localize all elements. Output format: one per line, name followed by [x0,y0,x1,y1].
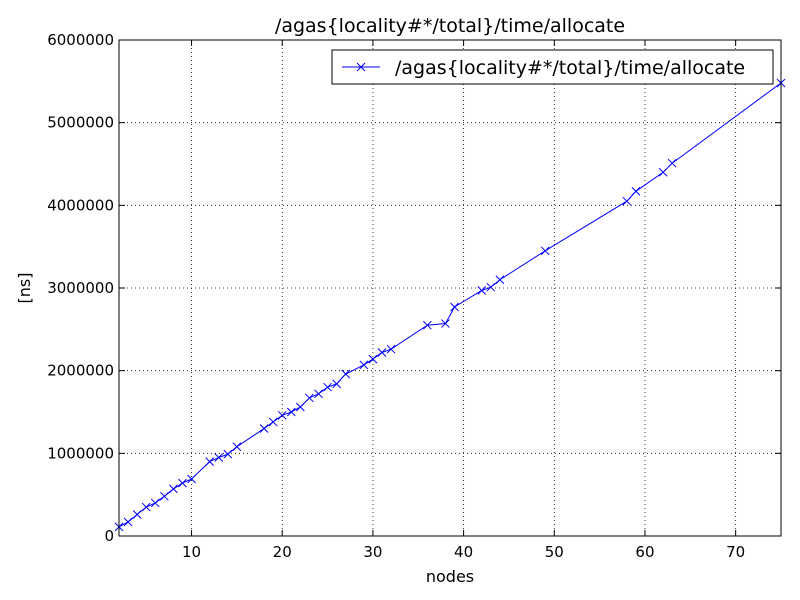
y-axis-label: [ns] [15,273,34,304]
data-point [359,360,369,370]
y-tick-label: 2000000 [47,362,114,380]
data-point [132,510,142,519]
data-point [277,410,287,420]
data-point [268,417,278,427]
data-point [658,167,668,177]
data-point [205,457,215,466]
chart-title: /agas{locality#*/total}/time/allocate [275,15,625,37]
data-point [486,282,496,292]
x-tick-label: 20 [273,543,292,561]
data-point [540,246,550,256]
data-point [667,158,677,168]
legend-marker-x [356,62,366,72]
x-tick-label: 60 [635,543,654,561]
data-point [305,393,314,403]
y-tick-label: 6000000 [47,31,114,49]
legend-box [331,49,774,85]
data-point [123,517,133,527]
x-tick-label: 50 [545,543,564,561]
data-point [450,302,459,312]
y-tick-label: 3000000 [47,279,114,297]
data-point [422,320,432,330]
data-point [159,491,169,501]
data-point [296,402,305,412]
data-point [622,196,632,206]
x-tick-label: 10 [182,543,201,561]
data-point [214,453,224,462]
legend: /agas{locality#*/total}/time/allocate [331,49,774,85]
data-point [377,348,387,357]
data-point [141,502,151,512]
data-point [341,369,351,379]
x-tick-label: 70 [726,543,745,561]
data-point [259,424,269,433]
data-point [495,275,505,285]
data-point [223,449,233,459]
data-point [386,344,396,354]
data-point [314,389,323,399]
data-point [286,407,296,417]
data-point [150,498,160,508]
data-point [323,382,332,392]
y-tick-label: 5000000 [47,114,114,132]
data-point [477,286,487,295]
data-point [441,319,450,328]
data-point [368,354,378,364]
data-point [169,484,178,494]
axis-ticks: 10 20 30 40 50 60 70 0 1000000 2000000 3000000 4000… [47,31,781,561]
data-point [332,379,341,389]
y-tick-label: 4000000 [47,196,114,214]
data-point [187,474,196,484]
data-point [232,442,242,452]
grid-lines [119,40,781,536]
y-tick-label: 0 [104,527,114,545]
x-axis-label: nodes [426,567,474,586]
legend-entry-label: /agas{locality#*/total}/time/allocate [395,57,745,79]
data-point [631,186,641,196]
series-layer [114,78,786,532]
x-tick-label: 40 [454,543,473,561]
y-tick-label: 1000000 [47,444,114,462]
x-tick-label: 30 [363,543,382,561]
data-point [178,478,187,488]
